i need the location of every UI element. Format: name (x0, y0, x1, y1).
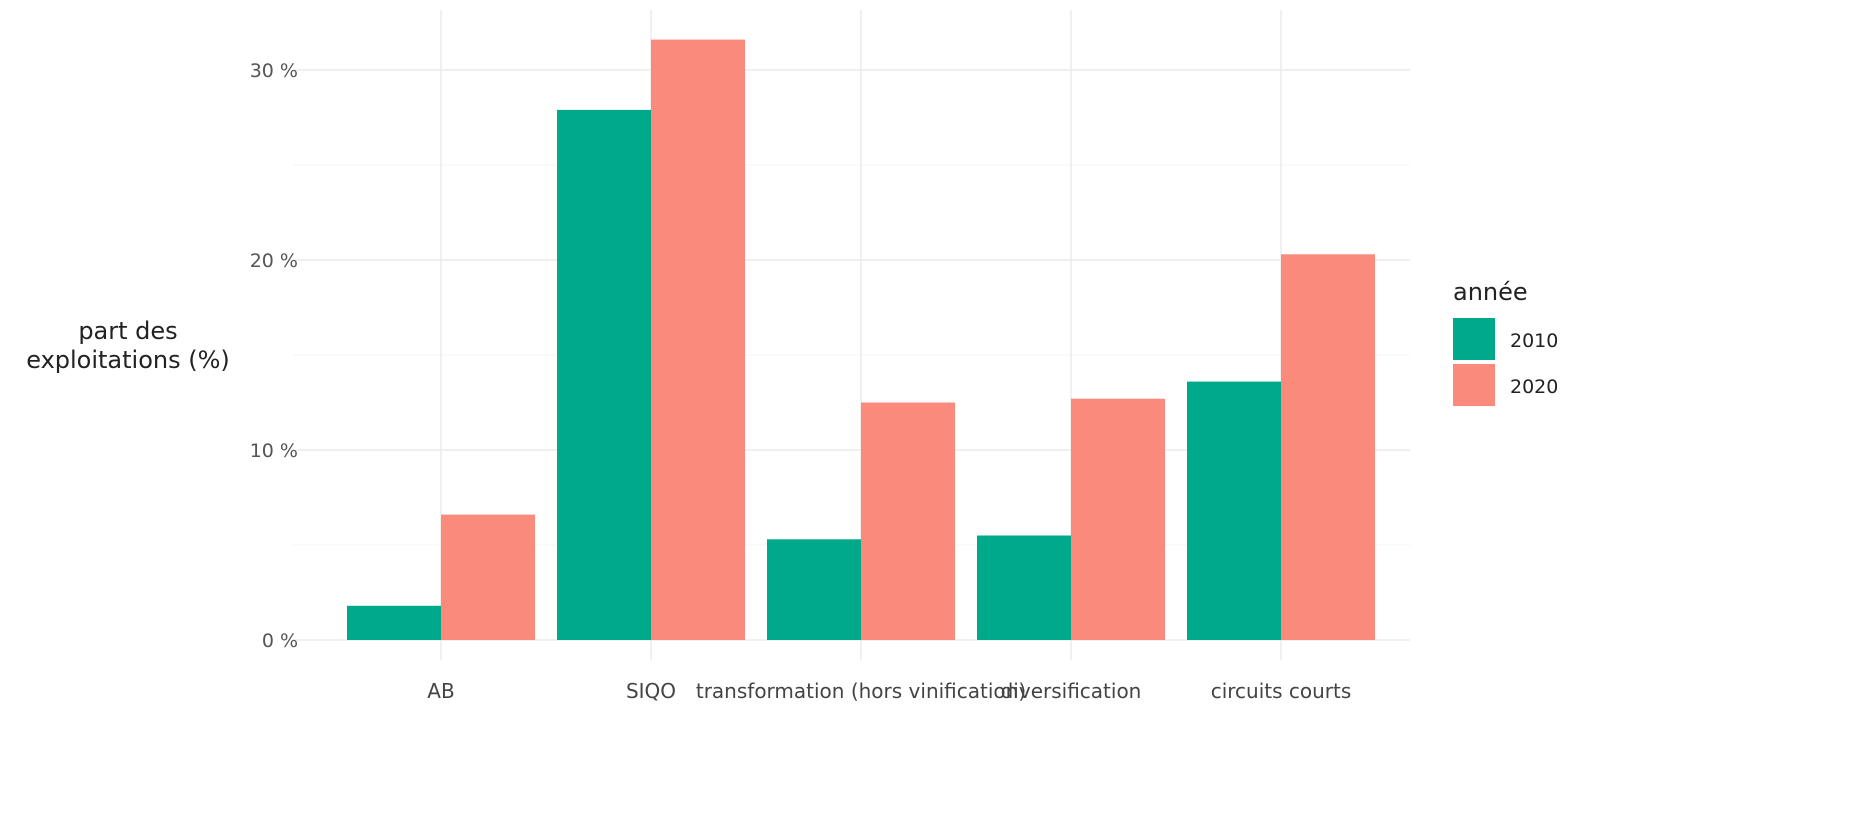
x-tick-label-1: SIQO (626, 679, 676, 703)
y-tick-label-2: 20 % (250, 250, 298, 272)
bar-2010-3 (977, 535, 1071, 640)
y-tick-label-3: 30 % (250, 60, 298, 82)
legend-label-2020: 2020 (1510, 376, 1558, 398)
y-axis-label-line-2: exploitations (%) (26, 346, 230, 374)
y-tick-label-1: 10 % (250, 440, 298, 462)
legend: année 2010 2020 (1453, 278, 1558, 406)
x-tick-label-3: diversification (1001, 679, 1142, 703)
bar-2010-2 (767, 539, 861, 640)
bar-2010-0 (347, 605, 441, 640)
y-axis-ticks: 0 % 10 % 20 % 30 % (250, 60, 298, 652)
legend-swatch-2010 (1453, 318, 1495, 360)
x-axis-ticks: AB SIQO transformation (hors vinification)… (427, 679, 1351, 703)
y-axis-label-line-1: part des (78, 317, 177, 345)
bar-2020-2 (861, 402, 955, 640)
x-tick-label-4: circuits courts (1211, 679, 1352, 703)
legend-label-2010: 2010 (1510, 330, 1558, 352)
bar-2020-1 (651, 39, 745, 641)
bar-2020-0 (441, 514, 535, 640)
bars (347, 39, 1375, 641)
bar-2010-4 (1187, 381, 1281, 640)
legend-title: année (1453, 278, 1528, 306)
bar-2020-4 (1281, 254, 1375, 641)
bar-2020-3 (1071, 398, 1165, 640)
x-tick-label-0: AB (427, 679, 454, 703)
x-tick-label-2: transformation (hors vinification) (696, 679, 1026, 703)
legend-swatch-2020 (1453, 364, 1495, 406)
y-tick-label-0: 0 % (262, 630, 298, 652)
bar-2010-1 (557, 109, 651, 640)
